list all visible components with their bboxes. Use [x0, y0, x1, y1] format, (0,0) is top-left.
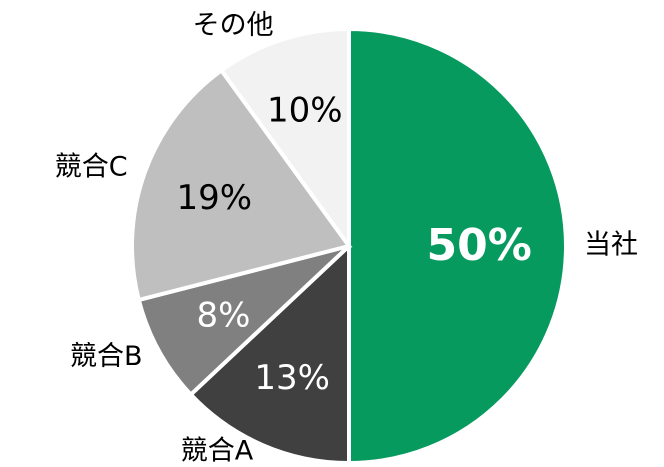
pie-slice [187, 241, 351, 466]
category-label: 競合A [181, 436, 254, 467]
pie-slice [130, 67, 353, 303]
data-label: 13% [254, 358, 330, 398]
category-label: 競合B [70, 341, 143, 372]
data-label: 19% [176, 178, 252, 218]
data-label: 8% [197, 295, 251, 335]
pie-slice [347, 26, 568, 466]
pie-slice [136, 244, 351, 398]
category-label: 当社 [584, 230, 638, 261]
pie-slice [218, 26, 351, 253]
category-label: 競合C [55, 151, 128, 182]
data-label: 10% [267, 90, 343, 130]
data-label: 50% [427, 220, 532, 271]
category-label: その他 [193, 10, 274, 41]
